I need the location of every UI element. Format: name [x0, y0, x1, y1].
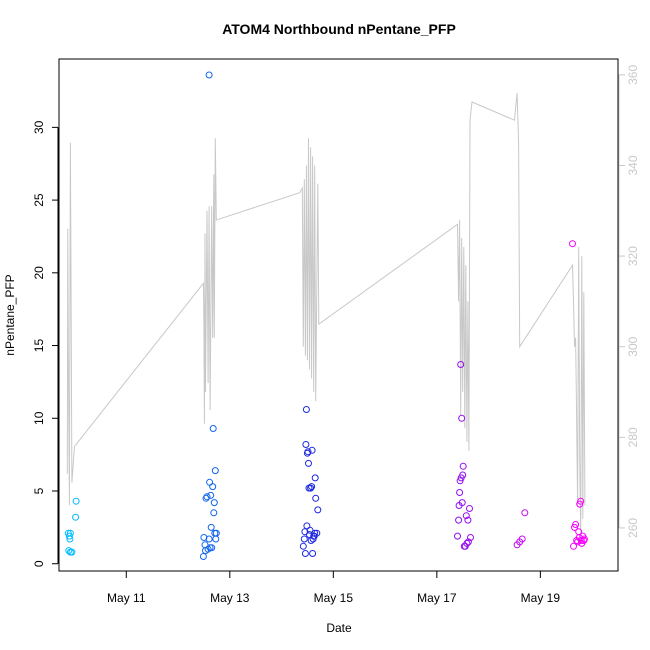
- plot-frame: [58, 58, 619, 572]
- data-point: [205, 535, 213, 543]
- data-point: [580, 535, 588, 543]
- data-point: [206, 478, 214, 486]
- y2-tick-label: 340: [626, 155, 640, 175]
- y2-tick-label: 320: [626, 246, 640, 266]
- data-point: [210, 509, 218, 517]
- x-axis-label: Date: [326, 621, 352, 635]
- y-tick-label: 20: [32, 266, 46, 280]
- data-point: [569, 240, 576, 248]
- y-axis-label: nPentane_PFP: [3, 274, 17, 355]
- data-point: [458, 414, 466, 422]
- y2-tick-label: 260: [626, 518, 640, 538]
- data-point: [313, 529, 321, 537]
- data-point: [205, 71, 213, 79]
- data-point: [463, 539, 471, 547]
- data-point: [302, 406, 310, 413]
- chart-title: ATOM4 Northbound nPentane_PFP: [222, 21, 456, 37]
- secondary-line-series: [66, 92, 586, 538]
- data-point: [207, 491, 215, 499]
- y-tick-label: 15: [32, 339, 46, 353]
- data-point: [464, 538, 472, 546]
- x-tick-label: May 13: [210, 591, 250, 605]
- x-tick-label: May 19: [521, 591, 561, 605]
- x-tick-label: May 11: [107, 591, 146, 605]
- data-point: [309, 550, 317, 557]
- data-point: [311, 474, 319, 482]
- data-point: [307, 484, 315, 492]
- data-point: [209, 483, 217, 491]
- data-point: [458, 499, 466, 507]
- data-point: [462, 512, 470, 520]
- data-point: [305, 459, 312, 467]
- data-point: [456, 489, 464, 496]
- y-tick-label: 10: [32, 411, 46, 425]
- data-point: [212, 529, 220, 537]
- y2-tick-label: 360: [626, 65, 640, 85]
- data-point: [314, 506, 322, 514]
- data-point: [466, 505, 473, 512]
- data-point: [312, 494, 320, 502]
- data-point: [521, 509, 529, 517]
- data-point: [203, 493, 211, 501]
- secondary-line: [66, 92, 586, 538]
- data-point: [199, 553, 207, 560]
- data-point: [299, 542, 307, 550]
- data-point: [301, 550, 309, 557]
- data-point: [518, 535, 526, 543]
- data-point: [300, 535, 308, 543]
- data-point: [464, 516, 472, 524]
- data-point: [577, 497, 585, 505]
- data-point: [72, 497, 80, 505]
- data-point: [210, 499, 218, 507]
- scatter-points: [64, 71, 588, 560]
- data-point: [459, 462, 467, 470]
- data-point: [308, 446, 316, 454]
- data-point: [209, 425, 217, 432]
- data-point: [211, 467, 219, 475]
- y-tick-label: 5: [32, 487, 46, 494]
- data-point: [208, 544, 216, 552]
- data-point: [66, 529, 74, 537]
- data-point: [207, 523, 215, 531]
- data-point: [302, 441, 310, 448]
- data-point: [457, 361, 465, 368]
- data-point: [454, 532, 461, 540]
- axes: 0 5 10 15 20 25 30 May 11 May 13 May 15 May 17 May …: [32, 65, 640, 605]
- data-point: [65, 532, 73, 540]
- data-point: [570, 542, 577, 550]
- data-point: [212, 535, 220, 543]
- y2-tick-label: 300: [626, 336, 640, 356]
- data-point: [576, 500, 584, 508]
- data-point: [308, 483, 316, 491]
- data-point: [459, 471, 467, 479]
- data-point: [467, 534, 474, 541]
- data-point: [455, 516, 463, 524]
- x-tick-label: May 17: [417, 591, 457, 605]
- y-tick-label: 0: [32, 560, 46, 567]
- y-tick-label: 30: [32, 120, 46, 134]
- data-point: [311, 529, 319, 537]
- data-point: [304, 448, 312, 456]
- data-point: [68, 548, 76, 556]
- data-point: [72, 513, 80, 521]
- data-point: [572, 521, 580, 528]
- x-tick-label: May 15: [314, 591, 354, 605]
- y-tick-label: 25: [32, 193, 46, 207]
- data-point: [204, 545, 212, 553]
- y2-tick-label: 280: [626, 427, 640, 447]
